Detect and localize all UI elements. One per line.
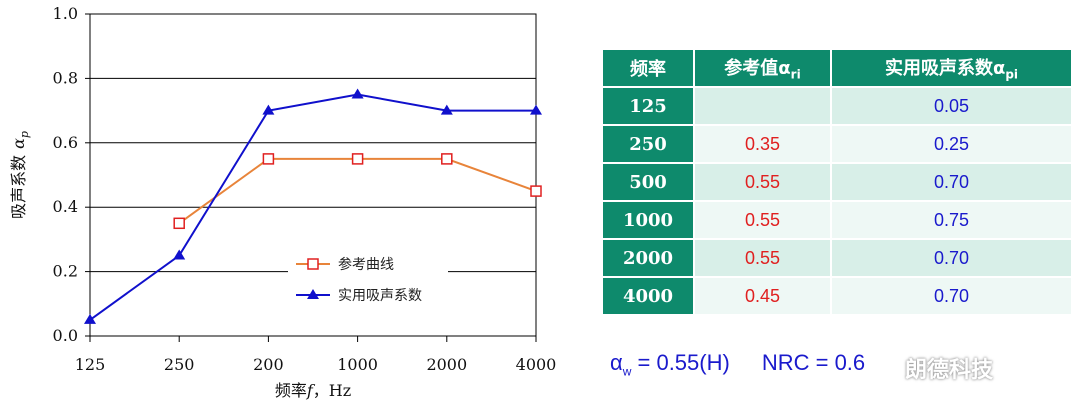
y-axis-label-var: α bbox=[9, 138, 28, 149]
y-axis-label: 吸声系数 αp bbox=[9, 131, 31, 219]
alpha-w-value: αw = 0.55(H) bbox=[610, 350, 730, 379]
y-tick-label: 0.8 bbox=[53, 68, 78, 87]
table-row: 1000 0.55 0.75 bbox=[601, 200, 1073, 240]
x-axis-label-unit: ，Hz bbox=[313, 381, 351, 400]
x-tick-label: 125 bbox=[75, 355, 106, 374]
prac-cell: 0.70 bbox=[830, 162, 1073, 202]
absorption-chart: 0.0 0.2 0.4 0.6 0.8 1.0 125 250 200 1000 2000 4000… bbox=[9, 4, 557, 400]
data-point-prac bbox=[351, 88, 364, 99]
y-tick-label: 0.6 bbox=[53, 133, 78, 152]
y-tick-labels: 0.0 0.2 0.4 0.6 0.8 1.0 bbox=[53, 4, 90, 345]
freq-cell: 4000 bbox=[601, 276, 695, 316]
table-row: 125 0.05 bbox=[601, 86, 1073, 126]
summary-line: αw = 0.55(H) NRC = 0.6 bbox=[610, 350, 897, 378]
ref-cell: 0.55 bbox=[693, 200, 832, 240]
data-point-ref bbox=[351, 153, 364, 165]
ref-cell: 0.55 bbox=[693, 162, 832, 202]
prac-cell: 0.70 bbox=[830, 276, 1073, 316]
data-point-prac bbox=[440, 104, 453, 115]
prac-cell: 0.05 bbox=[830, 86, 1073, 126]
x-tick-labels: 125 250 200 1000 2000 4000 bbox=[75, 336, 557, 374]
absorption-table: 频率 参考值αri 实用吸声系数αpi 125 0.05 250 0.35 0.25 50… bbox=[601, 48, 1073, 316]
data-point-prac bbox=[530, 104, 542, 115]
data-point-prac bbox=[173, 249, 186, 260]
x-tick-label: 200 bbox=[253, 355, 284, 374]
watermark-logo: 朗德科技 bbox=[905, 358, 994, 383]
x-tick-label: 1000 bbox=[337, 355, 378, 374]
x-axis-label: 频率f，Hz bbox=[275, 381, 351, 400]
header-ref: 参考值αri bbox=[693, 48, 832, 88]
data-point-ref bbox=[530, 185, 542, 197]
y-axis-label-sub: p bbox=[18, 131, 31, 138]
y-tick-label: 0.0 bbox=[53, 326, 78, 345]
header-prac: 实用吸声系数αpi bbox=[830, 48, 1073, 88]
freq-cell: 125 bbox=[601, 86, 695, 126]
legend-marker-ref bbox=[307, 258, 319, 270]
header-ref-main: 参考值α bbox=[724, 58, 791, 80]
prac-cell: 0.75 bbox=[830, 200, 1073, 240]
y-tick-label: 0.4 bbox=[53, 197, 78, 216]
x-tick-label: 250 bbox=[164, 355, 195, 374]
y-tick-label: 1.0 bbox=[53, 4, 78, 23]
series-group bbox=[84, 88, 542, 324]
nrc-value: NRC = 0.6 bbox=[761, 350, 866, 375]
y-axis-label-text: 吸声系数 bbox=[9, 155, 28, 219]
freq-cell: 1000 bbox=[601, 200, 695, 240]
alpha-symbol: α bbox=[610, 350, 623, 375]
alpha-sub: w bbox=[622, 364, 632, 379]
table-row: 4000 0.45 0.70 bbox=[601, 276, 1073, 316]
prac-cell: 0.70 bbox=[830, 238, 1073, 278]
header-ref-sub: ri bbox=[790, 67, 801, 82]
freq-cell: 500 bbox=[601, 162, 695, 202]
table-body: 125 0.05 250 0.35 0.25 500 0.55 0.70 1000 0.55 0.7… bbox=[601, 86, 1073, 316]
freq-cell: 2000 bbox=[601, 238, 695, 278]
legend-marker-prac bbox=[307, 289, 319, 299]
x-tick-label: 2000 bbox=[426, 355, 467, 374]
legend-label-ref: 参考曲线 bbox=[338, 256, 394, 273]
header-prac-main: 实用吸声系数α bbox=[884, 58, 1006, 80]
alpha-val: = 0.55(H) bbox=[631, 350, 730, 375]
ref-cell: 0.55 bbox=[693, 238, 832, 278]
data-point-ref bbox=[173, 217, 185, 230]
series-line-1 bbox=[89, 93, 536, 321]
x-tick-label: 4000 bbox=[516, 355, 557, 374]
data-point-prac bbox=[262, 104, 275, 115]
table-row: 2000 0.55 0.70 bbox=[601, 238, 1073, 278]
ref-cell bbox=[693, 86, 832, 126]
table-row: 500 0.55 0.70 bbox=[601, 162, 1073, 202]
header-freq: 频率 bbox=[601, 48, 695, 88]
data-point-ref bbox=[262, 153, 275, 165]
y-tick-label: 0.2 bbox=[53, 262, 78, 281]
x-axis-label-prefix: 频率 bbox=[275, 381, 307, 400]
legend: 参考曲线 实用吸声系数 bbox=[288, 250, 448, 306]
data-point-ref bbox=[441, 153, 453, 165]
x-axis-label-var: f bbox=[306, 381, 316, 400]
data-point-prac bbox=[84, 313, 96, 324]
header-prac-sub: pi bbox=[1005, 67, 1019, 82]
freq-cell: 250 bbox=[601, 124, 695, 164]
prac-cell: 0.25 bbox=[830, 124, 1073, 164]
ref-cell: 0.35 bbox=[693, 124, 832, 164]
table-row: 250 0.35 0.25 bbox=[601, 124, 1073, 164]
legend-label-prac: 实用吸声系数 bbox=[338, 288, 422, 304]
table-header-row: 频率 参考值αri 实用吸声系数αpi bbox=[601, 48, 1073, 88]
ref-cell: 0.45 bbox=[693, 276, 832, 316]
